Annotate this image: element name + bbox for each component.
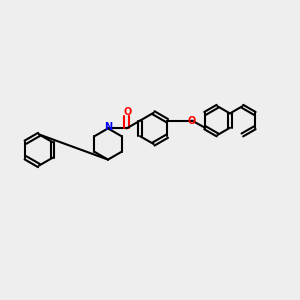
Text: N: N: [104, 122, 112, 132]
Text: O: O: [188, 116, 196, 126]
Text: O: O: [124, 107, 132, 117]
